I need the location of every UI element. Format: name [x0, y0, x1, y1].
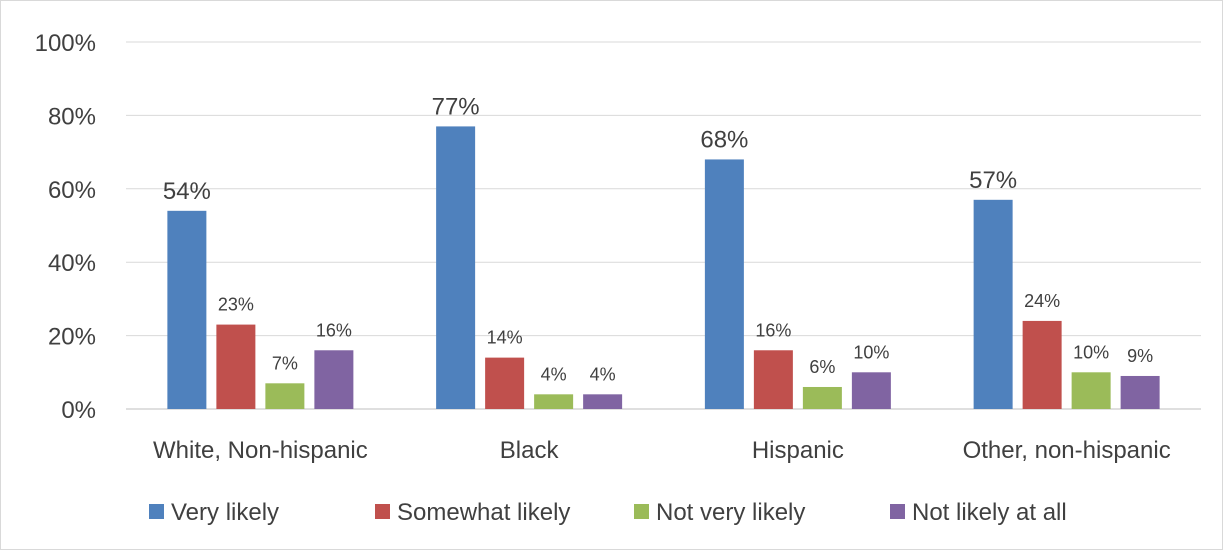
y-tick-label: 40% [48, 250, 96, 277]
y-tick-label: 80% [48, 103, 96, 130]
bar-somewhat-likely [1022, 320, 1062, 409]
legend-label: Very likely [171, 499, 279, 526]
bar-not-likely-at-all [851, 372, 891, 409]
bar-not-likely-at-all [583, 394, 623, 409]
bar-somewhat-likely [753, 350, 793, 409]
y-tick-label: 0% [61, 397, 96, 424]
data-label: 24% [1024, 291, 1060, 311]
legend-label: Not likely at all [912, 499, 1067, 526]
data-label: 77% [432, 93, 480, 120]
legend-label: Not very likely [656, 499, 805, 526]
legend-swatch [634, 504, 649, 519]
bar-very-likely [436, 126, 476, 409]
bar-not-likely-at-all [314, 350, 354, 409]
bar-not-very-likely [265, 383, 305, 409]
y-tick-label: 100% [35, 30, 96, 57]
data-label: 16% [755, 320, 791, 340]
bar-very-likely [167, 210, 207, 409]
bar-somewhat-likely [216, 324, 256, 409]
bar-not-very-likely [534, 394, 574, 409]
data-label: 4% [541, 364, 567, 384]
legend-swatch [375, 504, 390, 519]
data-label: 54% [163, 178, 211, 205]
legend-label: Somewhat likely [397, 499, 570, 526]
y-tick-label: 60% [48, 177, 96, 204]
bar-not-very-likely [1071, 372, 1111, 409]
data-label: 6% [809, 357, 835, 377]
bar-not-very-likely [802, 386, 842, 409]
data-label: 23% [218, 295, 254, 315]
data-label: 7% [272, 353, 298, 373]
legend-swatch [149, 504, 164, 519]
x-tick-label: White, Non-hispanic [153, 437, 368, 464]
data-label: 10% [1073, 342, 1109, 362]
data-label: 16% [316, 320, 352, 340]
bar-very-likely [704, 159, 744, 409]
bar-not-likely-at-all [1120, 375, 1160, 409]
bar-very-likely [973, 199, 1013, 409]
legend-swatch [890, 504, 905, 519]
x-tick-label: Black [500, 437, 560, 464]
x-tick-label: Hispanic [752, 437, 844, 464]
data-label: 57% [969, 167, 1017, 194]
data-label: 4% [590, 364, 616, 384]
y-tick-label: 20% [48, 324, 96, 351]
bar-somewhat-likely [485, 357, 525, 409]
data-label: 68% [700, 126, 748, 153]
data-label: 9% [1127, 346, 1153, 366]
x-tick-label: Other, non-hispanic [963, 437, 1171, 464]
data-label: 14% [487, 328, 523, 348]
data-label: 10% [853, 342, 889, 362]
